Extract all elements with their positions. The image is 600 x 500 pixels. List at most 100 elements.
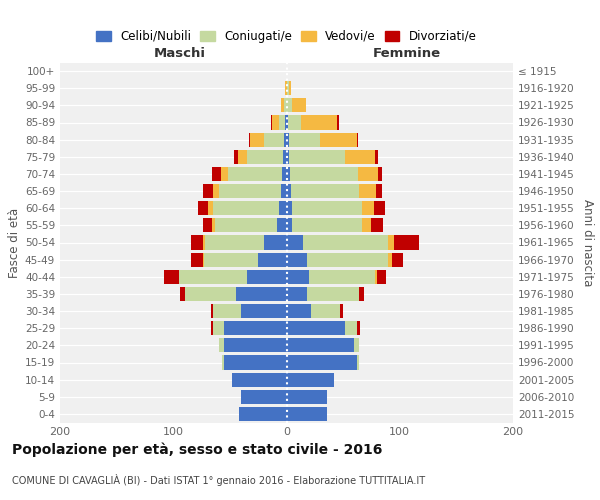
Bar — [359, 184, 376, 198]
Bar — [215, 218, 277, 232]
Bar — [287, 270, 309, 284]
Bar — [222, 356, 224, 370]
Bar — [205, 236, 264, 250]
Bar — [287, 356, 357, 370]
Bar — [311, 304, 340, 318]
Bar — [264, 132, 284, 146]
Bar — [287, 390, 327, 404]
Legend: Celibi/Nubili, Coniugati/e, Vedovi/e, Divorziati/e: Celibi/Nubili, Coniugati/e, Vedovi/e, Di… — [92, 25, 481, 48]
Bar — [258, 252, 287, 266]
Bar — [287, 236, 304, 250]
Bar — [213, 304, 241, 318]
Bar — [211, 321, 213, 335]
Bar — [287, 304, 311, 318]
Bar — [357, 356, 359, 370]
Bar — [218, 184, 281, 198]
Bar — [204, 252, 258, 266]
Bar — [289, 150, 346, 164]
Bar — [287, 81, 289, 95]
Bar — [375, 150, 378, 164]
Bar — [203, 252, 204, 266]
Bar — [278, 116, 286, 130]
Text: Popolazione per età, sesso e stato civile - 2016: Popolazione per età, sesso e stato civil… — [12, 442, 382, 457]
Bar — [292, 218, 362, 232]
Bar — [180, 287, 185, 301]
Bar — [203, 218, 212, 232]
Bar — [213, 201, 278, 215]
Bar — [287, 287, 307, 301]
Bar — [198, 201, 208, 215]
Bar — [284, 132, 287, 146]
Bar — [346, 321, 357, 335]
Bar — [283, 150, 287, 164]
Bar — [218, 338, 224, 352]
Bar — [286, 81, 287, 95]
Bar — [287, 184, 291, 198]
Bar — [271, 116, 272, 130]
Bar — [208, 201, 213, 215]
Text: Maschi: Maschi — [154, 47, 206, 60]
Bar — [287, 407, 327, 421]
Bar — [278, 201, 287, 215]
Bar — [362, 218, 371, 232]
Bar — [277, 218, 287, 232]
Text: COMUNE DI CAVAGLIÀ (BI) - Dati ISTAT 1° gennaio 2016 - Elaborazione TUTTITALIA.I: COMUNE DI CAVAGLIÀ (BI) - Dati ISTAT 1° … — [12, 474, 425, 486]
Bar — [250, 132, 264, 146]
Bar — [227, 167, 282, 181]
Bar — [249, 132, 250, 146]
Bar — [221, 167, 227, 181]
Bar — [287, 132, 289, 146]
Bar — [304, 236, 388, 250]
Bar — [357, 321, 360, 335]
Bar — [359, 287, 364, 301]
Bar — [374, 201, 385, 215]
Bar — [292, 201, 362, 215]
Bar — [264, 236, 287, 250]
Text: Femmine: Femmine — [373, 47, 440, 60]
Bar — [307, 287, 359, 301]
Bar — [290, 167, 358, 181]
Bar — [287, 98, 292, 112]
Bar — [224, 321, 287, 335]
Bar — [191, 236, 203, 250]
Bar — [287, 218, 292, 232]
Bar — [272, 116, 278, 130]
Bar — [287, 252, 307, 266]
Bar — [213, 321, 224, 335]
Bar — [286, 116, 287, 130]
Bar — [238, 150, 247, 164]
Bar — [287, 338, 355, 352]
Bar — [203, 236, 205, 250]
Bar — [301, 116, 337, 130]
Bar — [388, 236, 394, 250]
Bar — [320, 132, 357, 146]
Bar — [392, 252, 403, 266]
Bar — [287, 116, 301, 130]
Bar — [292, 98, 306, 112]
Bar — [307, 252, 388, 266]
Bar — [191, 252, 203, 266]
Bar — [309, 270, 375, 284]
Bar — [377, 270, 386, 284]
Bar — [164, 270, 179, 284]
Bar — [287, 201, 292, 215]
Bar — [224, 356, 287, 370]
Bar — [241, 390, 287, 404]
Bar — [241, 304, 287, 318]
Bar — [211, 304, 213, 318]
Bar — [179, 270, 247, 284]
Bar — [388, 252, 392, 266]
Bar — [375, 270, 377, 284]
Bar — [289, 132, 320, 146]
Y-axis label: Fasce di età: Fasce di età — [8, 208, 21, 278]
Bar — [362, 201, 374, 215]
Bar — [358, 167, 378, 181]
Bar — [378, 167, 382, 181]
Bar — [337, 116, 338, 130]
Bar — [239, 407, 287, 421]
Bar — [247, 150, 283, 164]
Bar — [212, 167, 221, 181]
Bar — [282, 167, 287, 181]
Bar — [287, 150, 289, 164]
Bar — [235, 150, 238, 164]
